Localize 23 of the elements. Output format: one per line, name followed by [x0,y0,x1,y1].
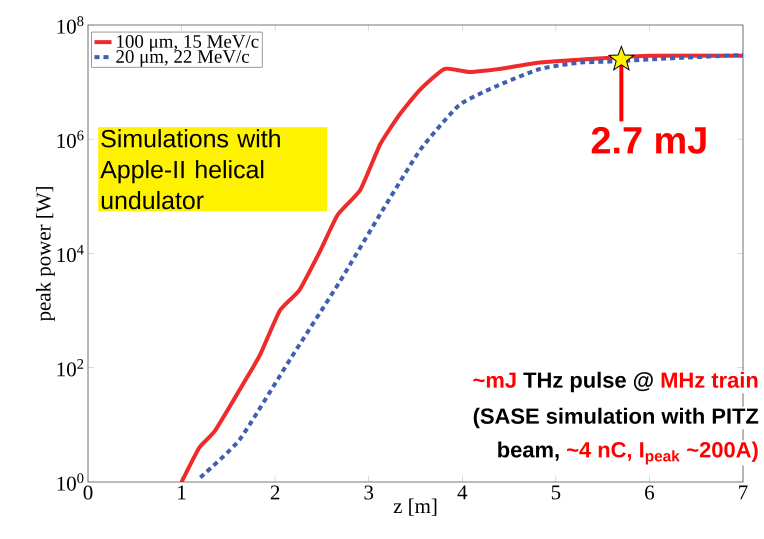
annotation: THz pulse @ [523,372,653,392]
x-tick-label: 1 [178,486,186,500]
annotation: MHz train [662,372,758,388]
x-tick-label: 6 [645,486,654,500]
x-tick-label: 5 [552,486,560,500]
y-tick-label: 10$^{6}$ [58,130,84,148]
y-axis-title: peak power [W] [36,187,55,322]
y-tick-label: 10$^{8}$ [58,16,84,34]
y-tick-label: 10$^{0}$ [58,473,84,491]
x-tick-label: 7 [739,486,748,500]
y-tick-label: 10$^{4}$ [58,244,84,262]
x-axis-title: z [m] [394,498,436,516]
x-tick-label: 4 [457,486,468,500]
annotation: beam, [498,441,559,461]
annotation: (SASE simulation with PITZ [474,408,758,428]
annotation: ~mJ [473,372,516,388]
annotation: Simulations with Apple-II helical undulator [100,129,280,210]
annotation: ~4 nC, I$_{peak}$ ~200A) [567,441,758,465]
x-tick-label: 3 [364,486,374,500]
annotation: 2.7 mJ [592,126,706,154]
x-tick-label: 0 [84,486,92,500]
x-tick-label: 2 [270,486,280,500]
y-tick-label: 10$^{2}$ [58,359,84,376]
